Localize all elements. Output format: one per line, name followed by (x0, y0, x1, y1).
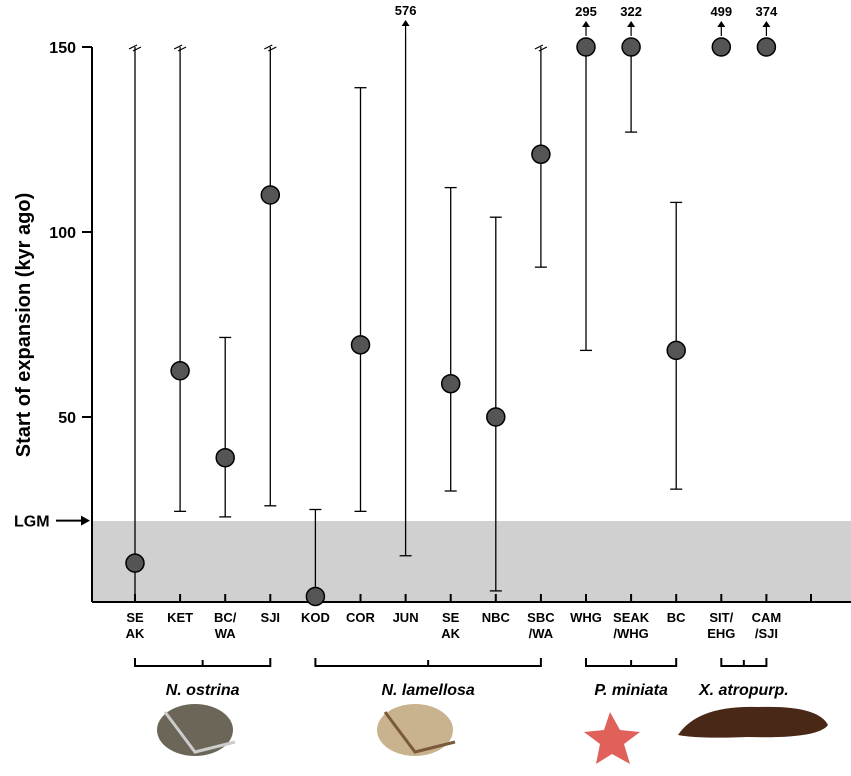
shell-ostrina (157, 704, 235, 756)
point (577, 38, 595, 56)
arrowhead (762, 21, 770, 27)
x-tick-label: COR (336, 610, 386, 626)
group-label: X. atropurp. (664, 682, 824, 700)
point (352, 336, 370, 354)
y-axis-label: Start of expansion (kyr ago) (13, 193, 35, 458)
off-scale-label: 322 (620, 4, 642, 19)
point (487, 408, 505, 426)
point (261, 186, 279, 204)
point (712, 38, 730, 56)
x-tick-label: WHG (561, 610, 611, 626)
x-tick-label: KET (155, 610, 205, 626)
group-bracket (315, 658, 541, 666)
point (757, 38, 775, 56)
off-scale-label: 576 (395, 3, 417, 18)
x-tick-label: SIT/ EHG (696, 610, 746, 642)
cucumber-icon (678, 707, 828, 738)
chart: Start of expansion (kyr ago) 50 100 150 LGM… (0, 0, 851, 776)
x-tick-label: NBC (471, 610, 521, 626)
arrowhead (627, 21, 635, 27)
x-tick-label: SJI (245, 610, 295, 626)
chart-svg: Start of expansion (kyr ago) 50 100 150 LGM… (0, 0, 851, 776)
arrowhead (582, 21, 590, 27)
group-label: N. lamellosa (348, 682, 508, 700)
lgm-band (92, 521, 851, 602)
y-tick-label: 50 (58, 410, 76, 427)
off-scale-label: 374 (756, 4, 778, 19)
arrowhead (717, 21, 725, 27)
point (126, 554, 144, 572)
star-icon (584, 712, 640, 764)
group-bracket (721, 658, 766, 666)
x-tick-label: BC/ WA (200, 610, 250, 642)
point (532, 145, 550, 163)
group-bracket (586, 658, 676, 666)
group-bracket (135, 658, 270, 666)
point (622, 38, 640, 56)
shell-lamellosa (377, 704, 455, 756)
point (442, 375, 460, 393)
y-tick-label: 100 (49, 225, 76, 242)
y-tick-label: 150 (49, 40, 76, 57)
off-scale-label: 295 (575, 4, 597, 19)
point (306, 587, 324, 605)
point (216, 449, 234, 467)
off-scale-label: 499 (710, 4, 732, 19)
point (171, 362, 189, 380)
lgm-arrowhead (81, 516, 90, 526)
x-tick-label: SEAK /WHG (606, 610, 656, 642)
x-tick-label: SE AK (426, 610, 476, 642)
point (667, 341, 685, 359)
x-tick-label: KOD (290, 610, 340, 626)
x-tick-label: SBC /WA (516, 610, 566, 642)
arrowhead (402, 20, 410, 26)
x-tick-label: SE AK (110, 610, 160, 642)
x-tick-label: JUN (381, 610, 431, 626)
x-tick-label: BC (651, 610, 701, 626)
group-label: N. ostrina (123, 682, 283, 700)
x-tick-label: CAM /SJI (741, 610, 791, 642)
lgm-label: LGM (14, 514, 50, 531)
